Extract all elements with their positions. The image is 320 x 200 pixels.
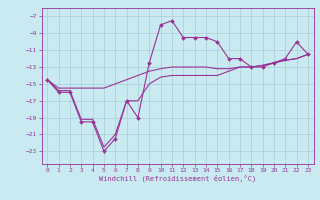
X-axis label: Windchill (Refroidissement éolien,°C): Windchill (Refroidissement éolien,°C): [99, 175, 256, 182]
